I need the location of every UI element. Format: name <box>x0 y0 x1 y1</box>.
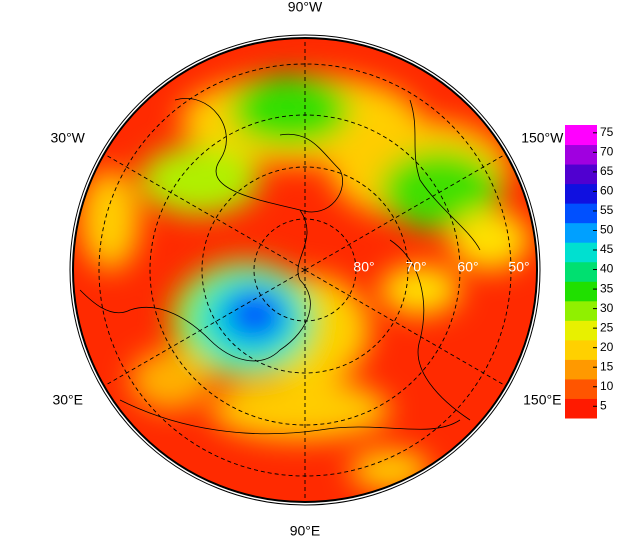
longitude-label: 90°E <box>290 523 321 539</box>
colorbar-tick-label: 30 <box>600 301 614 315</box>
colorbar-tick-label: 35 <box>600 281 614 295</box>
colorbar-tick-label: 50 <box>600 223 614 237</box>
colorbar-tick-label: 15 <box>600 359 614 373</box>
graticule <box>98 38 512 502</box>
colorbar-tick-label: 25 <box>600 320 614 334</box>
colorbar-tick-label: 70 <box>600 145 614 159</box>
colorbar-swatch <box>565 339 597 360</box>
colorbar-tick-label: 40 <box>600 262 614 276</box>
longitude-label: 150°W <box>521 130 564 146</box>
colorbar-swatch <box>565 164 597 185</box>
colorbar-tick-label: 60 <box>600 184 614 198</box>
latitude-label: 50° <box>508 259 529 275</box>
longitude-label: 90°W <box>288 0 323 15</box>
colorbar-swatch <box>565 281 597 302</box>
colorbar-swatch <box>565 261 597 282</box>
colorbar-swatch <box>565 378 597 399</box>
meridian <box>103 153 306 271</box>
colorbar-swatch <box>565 183 597 204</box>
colorbar-tick-label: 5 <box>600 398 607 412</box>
labels: 80° 70° 60° 50° 90°W 30°W 150°W 30°E 150°E 90°E <box>51 0 565 539</box>
longitude-label: 150°E <box>523 392 561 408</box>
colorbar-tick-label: 45 <box>600 242 614 256</box>
latitude-label: 70° <box>405 259 426 275</box>
colorbar-swatch <box>565 125 597 146</box>
latitude-label: 80° <box>353 259 374 275</box>
colorbar-swatch <box>565 320 597 341</box>
meridian <box>103 269 306 387</box>
meridian <box>304 269 507 387</box>
colorbar-swatch <box>565 359 597 380</box>
latitude-label: 60° <box>457 259 478 275</box>
colorbar-tick-label: 75 <box>600 125 614 139</box>
latitude-circle <box>201 166 409 374</box>
map-border-outer <box>69 34 541 506</box>
colorbar: 5 10 15 20 25 30 35 40 45 50 55 60 65 70 75 <box>565 125 614 419</box>
colorbar-swatch <box>565 242 597 263</box>
coastlines <box>79 98 481 435</box>
colorbar-swatch <box>565 222 597 243</box>
colorbar-swatch <box>565 300 597 321</box>
colorbar-tick-label: 20 <box>600 340 614 354</box>
longitude-label: 30°E <box>52 392 83 408</box>
colorbar-swatch <box>565 203 597 224</box>
colorbar-tick-label: 10 <box>600 379 614 393</box>
colorbar-swatch <box>565 144 597 165</box>
meridian <box>304 153 507 271</box>
colorbar-tick-label: 55 <box>600 203 614 217</box>
longitude-label: 30°W <box>51 130 86 146</box>
colorbar-swatch <box>565 398 597 419</box>
colorbar-tick-label: 65 <box>600 164 614 178</box>
